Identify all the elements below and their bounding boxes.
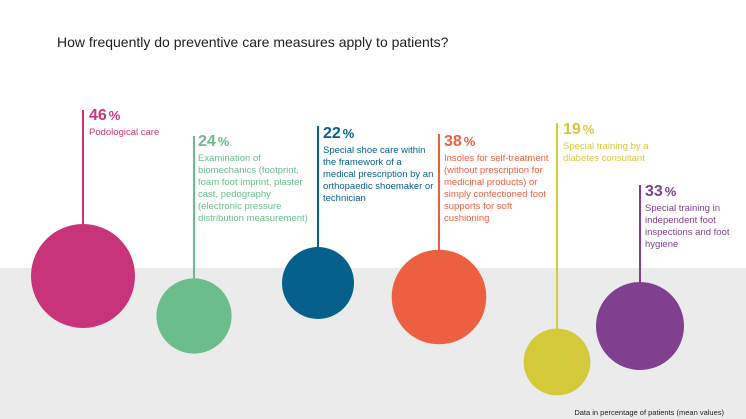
percent-sign: % (664, 184, 677, 199)
percent-sign: % (108, 108, 121, 123)
category-label: Insoles for self-treatment (without pres… (444, 153, 549, 224)
footnote: Data in percentage of patients (mean val… (574, 408, 724, 417)
bubble-label: 24% Examination of biomechanics (footprin… (198, 133, 310, 225)
value-label: 22% (323, 125, 435, 143)
bubble-label: 46% Podological care (89, 107, 169, 139)
value-number: 33 (645, 183, 663, 200)
bubble-label: 19% Special training by a diabetes consul… (563, 121, 663, 165)
bubble-label: 38% Insoles for self-treatment (without p… (444, 133, 556, 225)
percent-sign: % (217, 134, 230, 149)
value-label: 38% (444, 133, 556, 151)
value-label: 46% (89, 107, 169, 125)
value-label: 19% (563, 121, 663, 139)
percent-sign: % (342, 126, 355, 141)
percent-sign: % (582, 122, 595, 137)
value-number: 19 (563, 121, 581, 138)
category-label: Podological care (89, 127, 160, 138)
chart-title: How frequently do preventive care measur… (57, 34, 449, 50)
value-number: 46 (89, 107, 107, 124)
bubble (156, 278, 232, 354)
bubble-label: 33% Special training in independent foot … (645, 183, 737, 251)
category-label: Special shoe care within the framework o… (323, 145, 434, 204)
bubble (31, 224, 135, 328)
percent-sign: % (463, 134, 476, 149)
bubble (391, 249, 487, 345)
category-label: Examination of biomechanics (footprint, … (198, 153, 308, 224)
value-number: 38 (444, 133, 462, 150)
bubble-label: 22% Special shoe care within the framewor… (323, 125, 435, 205)
value-number: 24 (198, 133, 216, 150)
category-label: Special training by a diabetes consultan… (563, 141, 649, 164)
value-label: 33% (645, 183, 737, 201)
bubble (282, 247, 354, 319)
bubble (596, 282, 684, 370)
bubble (523, 328, 591, 396)
value-number: 22 (323, 125, 341, 142)
value-label: 24% (198, 133, 310, 151)
category-label: Special training in independent foot ins… (645, 203, 730, 250)
